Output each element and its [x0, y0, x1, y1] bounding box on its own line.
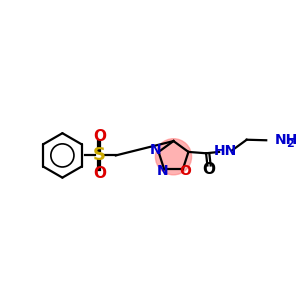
Text: N: N — [150, 143, 162, 157]
Text: HN: HN — [213, 144, 237, 158]
Text: NH: NH — [275, 133, 298, 147]
Text: O: O — [202, 162, 215, 177]
Text: O: O — [93, 166, 106, 181]
Text: O: O — [179, 164, 191, 178]
Circle shape — [155, 139, 192, 175]
Text: S: S — [93, 146, 106, 164]
Text: O: O — [93, 130, 106, 145]
Text: N: N — [156, 164, 168, 178]
Text: $\mathbf{2}$: $\mathbf{2}$ — [286, 137, 295, 149]
